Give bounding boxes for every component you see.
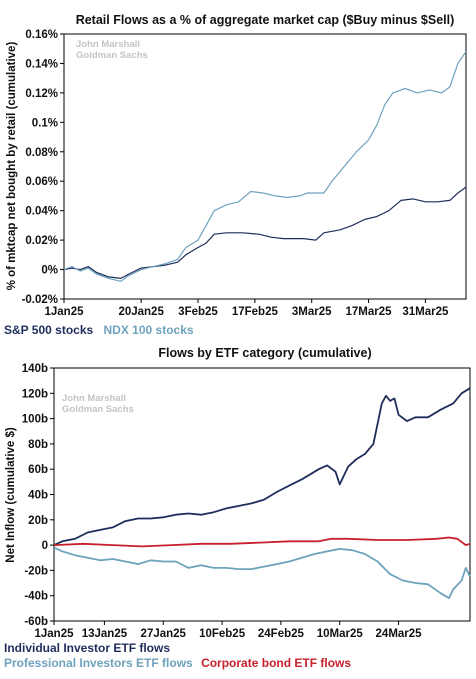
chart2-y-tick-label: -60b xyxy=(24,616,48,628)
chart1-watermark-name: John Marshall xyxy=(76,39,140,50)
chart1-x-tick-label: 20Jan25 xyxy=(118,306,164,318)
chart2-y-tick-label: 60b xyxy=(28,464,48,476)
chart2-y-tick-label: 80b xyxy=(28,439,48,451)
chart2-y-tick-label: -20b xyxy=(24,565,48,577)
chart1-y-axis-label: % of mktcap net bought by retail (cumula… xyxy=(6,42,18,291)
chart1-x-tick-label: 31Mar25 xyxy=(402,306,449,318)
chart1-y-tick-label: -0.02% xyxy=(22,294,58,306)
chart2-x-tick-label: 27Jan25 xyxy=(141,628,187,640)
chart1-x-tick-label: 3Feb25 xyxy=(178,306,218,318)
chart2-y-tick-label: 100b xyxy=(22,414,48,426)
chart1-y-tick-label: 0.12% xyxy=(25,88,58,100)
legend-corporate-bond: Corporate bond ETF flows xyxy=(201,656,351,670)
chart1-y-tick-label: 0.16% xyxy=(25,29,58,41)
chart1-y-tick-label: 0.02% xyxy=(25,235,58,247)
chart1-x-tick-label: 3Mar25 xyxy=(292,306,332,318)
chart2-watermark-firm: Goldman Sachs xyxy=(62,404,134,415)
legend-professional-investors: Professional Investors ETF flows xyxy=(4,656,193,670)
chart2-x-tick-label: 13Jan25 xyxy=(82,628,128,640)
chart2-y-tick-label: 140b xyxy=(22,363,48,375)
series-line-corporate-bond-etf-flows xyxy=(53,536,471,548)
legend-ndx100: NDX 100 stocks xyxy=(104,323,194,337)
chart2-y-tick-label: 120b xyxy=(22,388,48,400)
series-line-individual-investor-etf-flows xyxy=(53,387,471,546)
chart2-y-axis-label: Net Inflow (cumulative $) xyxy=(5,427,17,563)
chart2-y-tick-label: 40b xyxy=(28,490,48,502)
chart2-y-tick-label: 0 xyxy=(42,540,48,552)
chart1-y-ticks: -0.02% 0% 0.02% 0.04% 0.06% 0.08% 0.1% 0.12% 0.1… xyxy=(22,29,64,306)
chart2-legend-row2: Professional Investors ETF flows Corpora… xyxy=(4,656,351,670)
chart2-y-ticks: -60b -40b -20b 0 20b 40b 60b 80b 100b 120b 140b xyxy=(22,363,54,628)
chart2-x-ticks: 1Jan25 13Jan25 27Jan25 10Feb25 24Feb25 10Mar2… xyxy=(34,621,422,640)
chart1-y-tick-label: 0.08% xyxy=(25,147,58,159)
chart1-x-ticks: 1Jan25 20Jan25 3Feb25 17Feb25 3Mar25 17Mar25 3… xyxy=(44,299,449,318)
series-line-professional-investors-etf-flows xyxy=(53,546,471,600)
chart2-y-tick-label: 20b xyxy=(28,515,48,527)
retail-flows-chart: Retail Flows as a % of aggregate market … xyxy=(4,13,467,337)
chart1-legend: S&P 500 stocks NDX 100 stocks xyxy=(4,323,194,337)
chart1-x-tick-label: 17Mar25 xyxy=(346,306,393,318)
chart2-x-tick-label: 24Feb25 xyxy=(258,628,305,640)
chart1-y-tick-label: 0.1% xyxy=(32,117,58,129)
chart2-watermark-name: John Marshall xyxy=(62,393,126,404)
chart2-title: Flows by ETF category (cumulative) xyxy=(158,346,371,360)
chart1-plot-area xyxy=(63,33,467,300)
chart1-y-tick-label: 0% xyxy=(41,265,58,277)
chart1-y-tick-label: 0.06% xyxy=(25,176,58,188)
series-line-s-p-500-stocks xyxy=(63,186,467,279)
chart1-watermark-firm: Goldman Sachs xyxy=(76,50,148,61)
etf-flows-chart: Flows by ETF category (cumulative) John … xyxy=(4,346,471,670)
chart1-x-tick-label: 1Jan25 xyxy=(44,306,84,318)
legend-sp500: S&P 500 stocks xyxy=(4,323,93,337)
chart1-title: Retail Flows as a % of aggregate market … xyxy=(76,13,455,27)
chart2-x-tick-label: 1Jan25 xyxy=(34,628,74,640)
chart2-x-tick-label: 10Feb25 xyxy=(199,628,246,640)
legend-individual-investor: Individual Investor ETF flows xyxy=(4,641,170,655)
chart1-y-tick-label: 0.14% xyxy=(25,58,58,70)
chart2-x-tick-label: 10Mar25 xyxy=(317,628,364,640)
chart1-x-tick-label: 17Feb25 xyxy=(232,306,279,318)
chart2-series xyxy=(53,387,471,600)
chart2-x-tick-label: 24Mar25 xyxy=(376,628,423,640)
series-line-ndx-100-stocks xyxy=(63,51,467,282)
chart1-series xyxy=(63,51,467,282)
chart1-y-tick-label: 0.04% xyxy=(25,206,58,218)
chart2-y-tick-label: -40b xyxy=(24,591,48,603)
